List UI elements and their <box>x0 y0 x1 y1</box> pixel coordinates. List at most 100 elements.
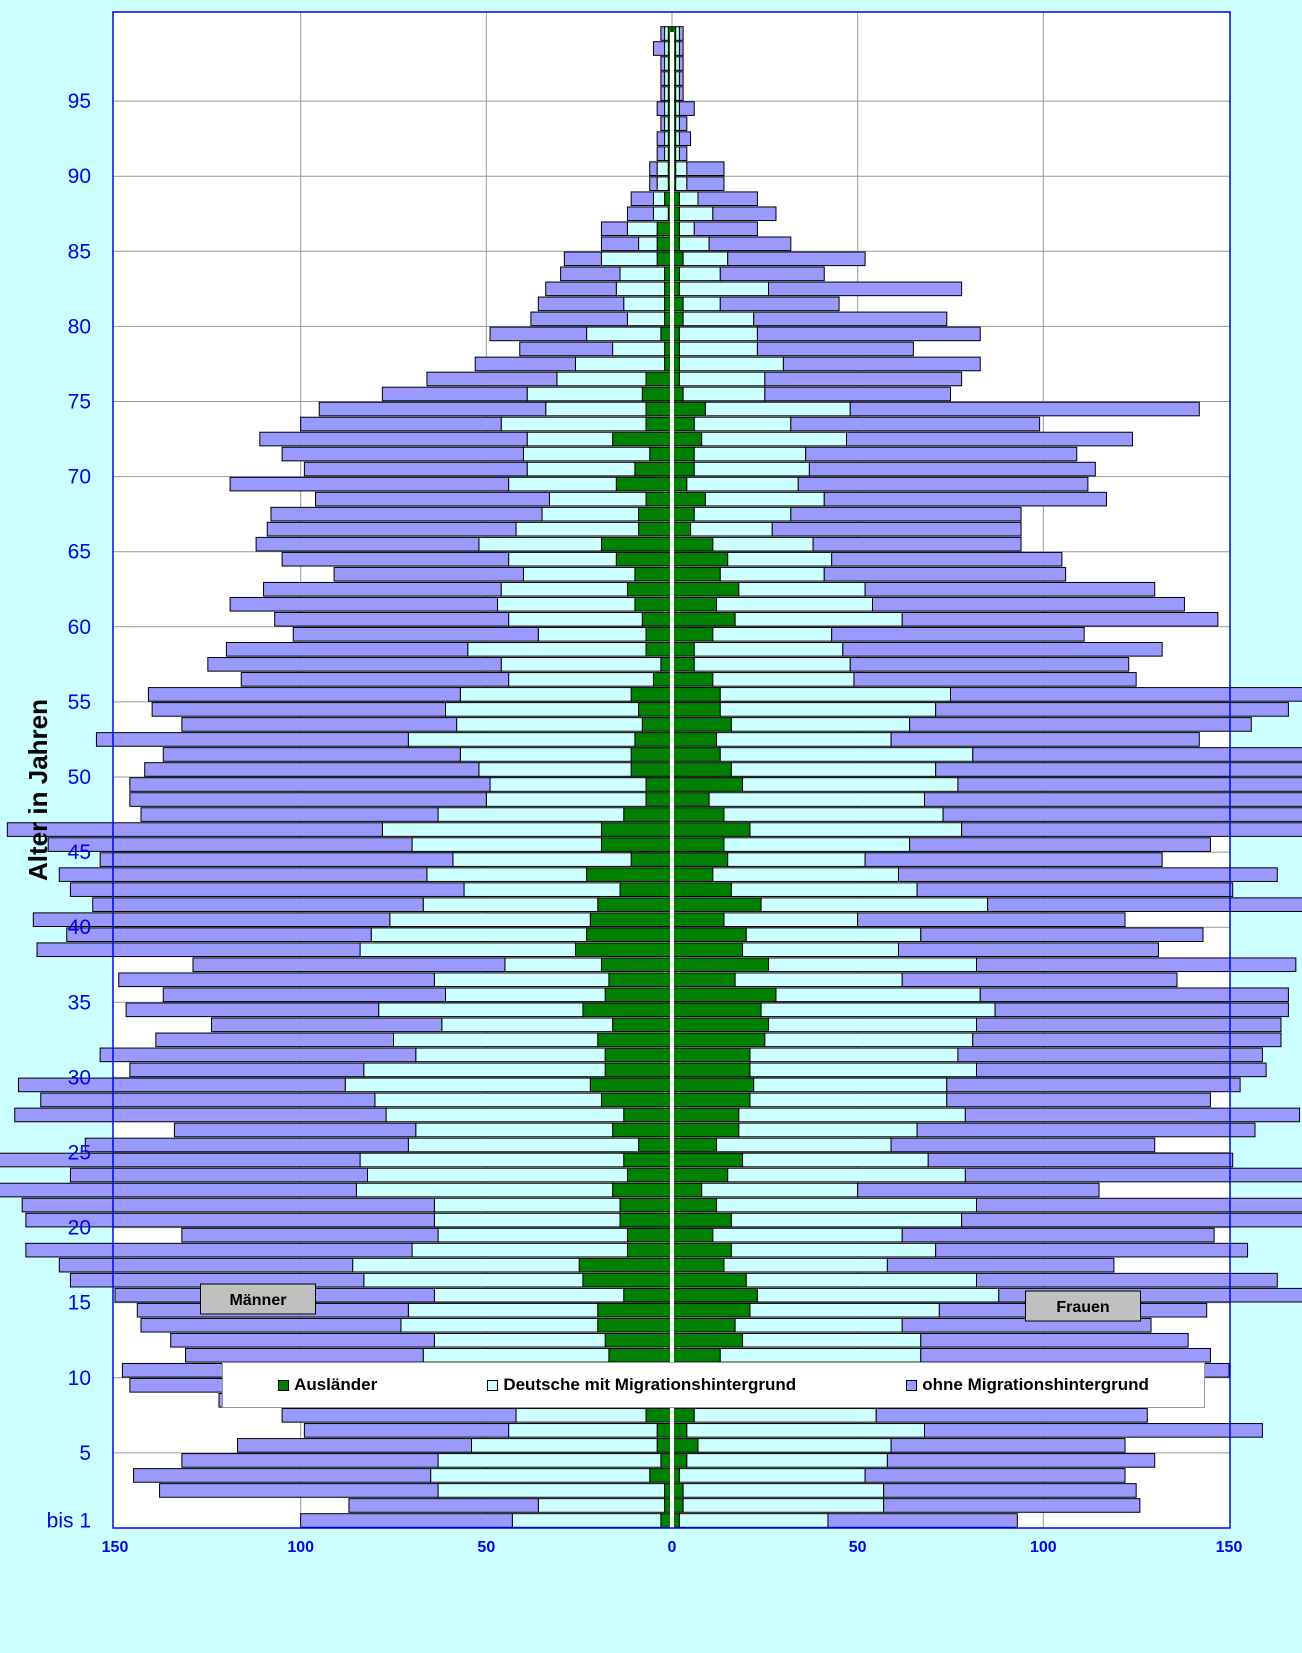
bar-maenner-auslaender <box>646 793 672 807</box>
bar-maenner-mit-migration <box>438 1228 627 1242</box>
group-frauen-label: Frauen <box>1056 1299 1109 1316</box>
bar-frauen-mit-migration <box>724 838 910 852</box>
bar-frauen-mit-migration <box>724 913 858 927</box>
bar-maenner-ohne-migration <box>561 267 620 281</box>
bar-maenner-ohne-migration <box>382 387 527 401</box>
bar-maenner-mit-migration <box>538 628 646 642</box>
bar-frauen-ohne-migration <box>928 1153 1232 1167</box>
y-tick-label: 80 <box>68 315 91 338</box>
bar-frauen-mit-migration <box>683 1484 884 1498</box>
bar-maenner-mit-migration <box>653 207 668 221</box>
bar-maenner-mit-migration <box>408 733 635 747</box>
bar-frauen-ohne-migration <box>884 1484 1137 1498</box>
bar-frauen-auslaender <box>672 1048 750 1062</box>
bar-frauen-mit-migration <box>761 898 988 912</box>
bar-frauen-mit-migration <box>676 147 680 161</box>
bar-maenner-mit-migration <box>549 492 646 506</box>
bar-frauen-auslaender <box>672 1213 731 1227</box>
bar-frauen-ohne-migration <box>854 673 1136 687</box>
bar-frauen-mit-migration <box>683 312 754 326</box>
bar-maenner-auslaender <box>627 582 672 596</box>
bar-frauen-ohne-migration <box>679 132 690 146</box>
bar-maenner-mit-migration <box>653 192 664 206</box>
bar-maenner-auslaender <box>646 1409 672 1423</box>
bar-maenner-auslaender <box>624 1288 672 1302</box>
bar-frauen-mit-migration <box>687 1424 925 1438</box>
bar-maenner-mit-migration <box>412 838 601 852</box>
bar-maenner-mit-migration <box>505 958 602 972</box>
bar-frauen-ohne-migration <box>850 402 1199 416</box>
bar-maenner-mit-migration <box>423 1348 609 1362</box>
bar-frauen-auslaender <box>672 793 709 807</box>
bar-maenner-mit-migration <box>364 1063 605 1077</box>
bar-frauen-mit-migration <box>676 132 680 146</box>
bar-maenner-mit-migration <box>438 1454 661 1468</box>
bar-maenner-mit-migration <box>438 808 624 822</box>
bar-maenner-auslaender <box>650 447 672 461</box>
bar-frauen-ohne-migration <box>858 913 1125 927</box>
bar-frauen-ohne-migration <box>951 688 1302 702</box>
bar-frauen-mit-migration <box>769 958 977 972</box>
bar-frauen-ohne-migration <box>973 1033 1281 1047</box>
bar-maenner-ohne-migration <box>661 57 665 71</box>
bar-maenner-ohne-migration <box>601 237 638 251</box>
bar-maenner-ohne-migration <box>160 1484 439 1498</box>
bar-maenner-mit-migration <box>368 1168 628 1182</box>
x-tick-label: 100 <box>1030 1539 1057 1556</box>
bar-maenner-ohne-migration <box>546 282 617 296</box>
bar-frauen-mit-migration <box>754 1078 947 1092</box>
bar-frauen-mit-migration <box>743 943 899 957</box>
bar-frauen-mit-migration <box>679 267 720 281</box>
bar-maenner-ohne-migration <box>186 1348 424 1362</box>
bar-frauen-mit-migration <box>679 357 783 371</box>
bar-frauen-ohne-migration <box>899 943 1159 957</box>
bar-maenner-mit-migration <box>416 1123 613 1137</box>
bar-frauen-ohne-migration <box>832 552 1062 566</box>
bar-maenner-mit-migration <box>639 237 658 251</box>
bar-maenner-auslaender <box>583 1273 672 1287</box>
bar-maenner-ohne-migration <box>70 1168 367 1182</box>
bar-frauen-ohne-migration <box>891 733 1199 747</box>
x-tick-label: 50 <box>849 1539 867 1556</box>
bar-maenner-ohne-migration <box>627 207 653 221</box>
bar-maenner-ohne-migration <box>538 297 623 311</box>
y-tick-label: 40 <box>68 916 91 939</box>
bar-frauen-auslaender <box>672 778 743 792</box>
bar-maenner-mit-migration <box>412 1243 627 1257</box>
bar-frauen-mit-migration <box>735 973 902 987</box>
bar-frauen-auslaender <box>672 1168 728 1182</box>
bar-maenner-auslaender <box>620 883 672 897</box>
bar-frauen-ohne-migration <box>847 432 1133 446</box>
bar-maenner-auslaender <box>620 1198 672 1212</box>
bar-frauen-ohne-migration <box>679 42 683 56</box>
bar-maenner-auslaender <box>646 402 672 416</box>
bar-frauen-mit-migration <box>679 207 712 221</box>
bar-maenner-ohne-migration <box>7 823 382 837</box>
bar-frauen-auslaender <box>672 898 761 912</box>
y-tick-label: 55 <box>68 691 91 714</box>
bar-frauen-mit-migration <box>761 1003 995 1017</box>
bar-maenner-auslaender <box>590 913 672 927</box>
bar-maenner-ohne-migration <box>520 342 613 356</box>
bar-maenner-mit-migration <box>423 898 598 912</box>
bar-frauen-ohne-migration <box>902 973 1177 987</box>
bar-maenner-auslaender <box>646 417 672 431</box>
x-tick-label: 100 <box>287 1539 314 1556</box>
bar-frauen-mit-migration <box>720 567 824 581</box>
bar-maenner-mit-migration <box>665 132 669 146</box>
bar-frauen-ohne-migration <box>865 1469 1125 1483</box>
bar-maenner-auslaender <box>631 853 672 867</box>
bar-frauen-ohne-migration <box>832 628 1085 642</box>
bar-frauen-ohne-migration <box>679 72 683 86</box>
legend-label-auslaender: Ausländer <box>294 1375 377 1395</box>
bar-frauen-auslaender <box>672 913 724 927</box>
bar-maenner-auslaender <box>635 462 672 476</box>
bar-maenner-ohne-migration <box>141 808 438 822</box>
y-tick-label: 20 <box>68 1217 91 1240</box>
y-tick-label: 30 <box>68 1066 91 1089</box>
group-maenner-label: Männer <box>230 1292 287 1309</box>
bar-frauen-ohne-migration <box>698 192 757 206</box>
bar-frauen-auslaender <box>672 628 713 642</box>
bar-maenner-auslaender <box>646 628 672 642</box>
bar-frauen-ohne-migration <box>936 1243 1248 1257</box>
